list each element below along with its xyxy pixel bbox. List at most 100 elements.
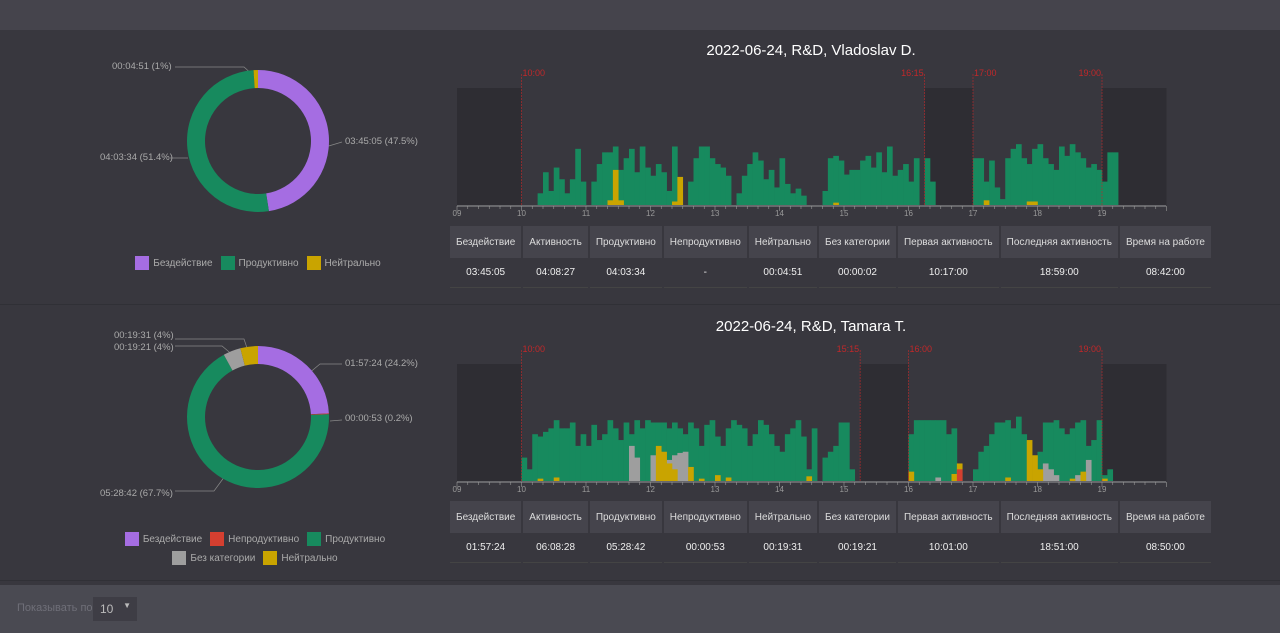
activity-bar-productive <box>1021 158 1028 205</box>
x-tick-label: 19 <box>1098 209 1107 218</box>
activity-bar-productive <box>1080 420 1087 481</box>
activity-bar-neutral <box>698 478 705 481</box>
x-tick-label: 19 <box>1098 485 1107 494</box>
activity-bar-productive <box>698 445 705 481</box>
activity-bar-productive <box>1107 152 1114 205</box>
legend-item-productive[interactable]: Продуктивно <box>220 256 299 270</box>
donut-slice-neutral[interactable] <box>240 346 258 366</box>
activity-bar-productive <box>580 434 587 481</box>
activity-bar-productive <box>564 193 571 205</box>
stats-header[interactable]: Бездействие <box>450 226 524 258</box>
activity-bar-productive <box>795 188 802 205</box>
stats-header[interactable]: Непродуктивно <box>662 226 749 258</box>
stats-header[interactable]: Нейтрально <box>747 501 820 533</box>
stats-header[interactable]: Продуктивно <box>588 226 664 258</box>
stats-value: 10:17:00 <box>896 258 1001 288</box>
activity-bar-productive <box>629 148 635 205</box>
x-tick-label: 09 <box>453 485 462 494</box>
activity-bar-productive <box>634 172 641 205</box>
x-tick-label: 10 <box>517 485 526 494</box>
legend-item-unproductive[interactable]: Непродуктивно <box>210 532 299 546</box>
activity-bar-productive <box>564 428 571 481</box>
activity-bar-productive <box>779 451 786 481</box>
legend-label: Бездействие <box>142 533 203 545</box>
legend-item-idle[interactable]: Бездействие <box>124 532 203 546</box>
stats-value: 05:28:42 <box>588 533 664 563</box>
activity-bar-uncategorized <box>1053 475 1060 481</box>
activity-bar-productive <box>596 440 603 481</box>
stats-header[interactable]: Бездействие <box>450 501 524 533</box>
stats-table: Бездействие Активность Продуктивно Непродук… <box>450 226 1213 288</box>
slice-label-uncategorized: 00:19:21 (4%) <box>114 342 174 353</box>
activity-bar-uncategorized <box>677 452 684 481</box>
activity-bar-neutral <box>1005 477 1011 481</box>
activity-bar-productive <box>1005 420 1011 481</box>
stats-header[interactable]: Первая активность <box>896 501 1001 533</box>
activity-bar-productive <box>849 469 856 481</box>
donut-slice-productive[interactable] <box>187 70 269 212</box>
stats-header[interactable]: Непродуктивно <box>662 501 749 533</box>
activity-bar-productive <box>602 152 608 205</box>
activity-bar-productive <box>715 436 721 481</box>
activity-bar-productive <box>1096 420 1103 481</box>
stats-header[interactable]: Активность <box>522 226 590 258</box>
activity-bar-productive <box>844 174 850 205</box>
activity-bar-productive <box>607 420 614 481</box>
activity-bar-productive <box>1064 155 1071 205</box>
stats-header[interactable]: Последняя активность <box>999 226 1120 258</box>
legend-swatch <box>220 256 235 270</box>
activity-bar-productive <box>989 160 995 205</box>
stats-header[interactable]: Без категории <box>818 226 898 258</box>
activity-bar-neutral <box>612 169 619 205</box>
activity-bar-uncategorized <box>1075 475 1081 481</box>
stats-header[interactable]: Нейтрально <box>747 226 820 258</box>
activity-bar-neutral <box>715 475 721 481</box>
legend-item-neutral[interactable]: Нейтрально <box>263 551 338 565</box>
stats-header[interactable]: Продуктивно <box>588 501 664 533</box>
legend-item-idle[interactable]: Бездействие <box>135 256 213 270</box>
stats-header[interactable]: Время на работе <box>1118 501 1213 533</box>
stats-header[interactable]: Без категории <box>818 501 898 533</box>
donut-slice-neutral[interactable] <box>253 70 258 89</box>
activity-bar-productive <box>521 457 528 481</box>
slice-label-idle: 01:57:24 (24.2%) <box>345 358 418 369</box>
activity-bar-productive <box>607 152 614 205</box>
activity-bar-productive <box>1069 428 1076 481</box>
activity-bar-productive <box>720 167 727 205</box>
legend-swatch <box>135 256 150 270</box>
activity-bar-productive <box>1102 475 1108 481</box>
activity-bar-productive <box>553 167 560 205</box>
donut-slice-idle[interactable] <box>258 346 329 415</box>
activity-bar-neutral <box>688 466 694 481</box>
activity-bar-productive <box>645 167 651 205</box>
legend-item-neutral[interactable]: Нейтрально <box>306 256 381 270</box>
x-tick-label: 17 <box>969 209 978 218</box>
activity-bar-neutral <box>806 476 813 481</box>
per-page-select[interactable]: 10 ▼ <box>93 597 137 621</box>
donut-slice-uncategorized[interactable] <box>223 348 245 371</box>
stats-header[interactable]: Время на работе <box>1118 226 1213 258</box>
activity-bar-productive <box>747 445 753 481</box>
stats-header[interactable]: Последняя активность <box>999 501 1120 533</box>
legend-label: Нейтрально <box>281 552 338 564</box>
stats-value: 00:00:02 <box>818 258 898 288</box>
activity-bar-productive <box>827 451 834 481</box>
activity-bar-productive <box>1112 152 1119 205</box>
stats-value: 18:51:00 <box>999 533 1120 563</box>
activity-bar-uncategorized <box>935 477 942 481</box>
activity-bar-productive <box>951 428 958 481</box>
activity-bar-productive <box>924 158 931 205</box>
activity-bar-productive <box>790 193 796 205</box>
activity-bar-neutral <box>983 200 990 205</box>
donut-slice-unproductive[interactable] <box>310 413 329 415</box>
activity-bar-neutral <box>672 469 678 481</box>
activity-bar-productive <box>801 436 807 481</box>
legend-item-productive[interactable]: Продуктивно <box>307 532 385 546</box>
legend-label: Без категории <box>190 552 256 564</box>
legend-item-uncategorized[interactable]: Без категории <box>172 551 255 565</box>
stats-value-row: 03:45:05 04:08:27 04:03:34-00:04:51 00:00:0… <box>450 258 1213 288</box>
activity-timeline: 10:00 15:15 16:00 19:00 09 10 11 12 13 14 15 16 17 18… <box>453 344 1167 494</box>
donut-slice-idle[interactable] <box>258 70 330 212</box>
stats-header[interactable]: Активность <box>522 501 590 533</box>
stats-header[interactable]: Первая активность <box>896 226 1001 258</box>
